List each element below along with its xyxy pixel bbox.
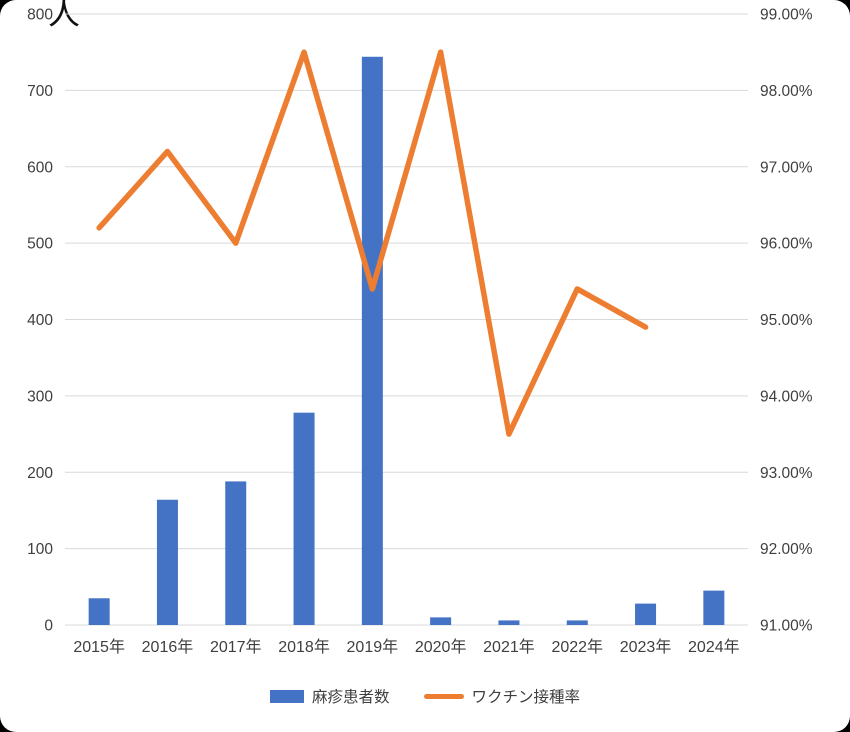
x-axis-label: 2015年 (73, 638, 125, 656)
right-axis-tick-label: 94.00% (760, 388, 813, 405)
legend-item-patients: 麻疹患者数 (269, 685, 390, 707)
right-axis-tick-label: 92.00% (760, 541, 813, 558)
bar-patients (156, 499, 178, 625)
right-axis-tick-label: 98.00% (760, 83, 813, 100)
bar-patients (225, 481, 247, 625)
legend-label-vaccination-rate: ワクチン接種率 (471, 689, 581, 706)
x-axis-label: 2018年 (278, 638, 330, 656)
x-axis-label: 2023年 (620, 638, 672, 656)
left-axis-tick-label: 800 (27, 7, 53, 24)
bar-patients (635, 603, 657, 625)
x-axis-label: 2019年 (347, 638, 399, 656)
left-axis-tick-label: 700 (27, 83, 53, 100)
x-axis-label: 2017年 (210, 638, 262, 656)
left-axis-tick-label: 600 (27, 159, 53, 176)
x-axis-label: 2021年 (483, 638, 535, 656)
left-axis-tick-label: 200 (27, 465, 53, 482)
left-axis-tick-label: 500 (27, 236, 53, 253)
left-axis-tick-label: 0 (44, 618, 53, 635)
right-axis-tick-label: 91.00% (760, 618, 813, 635)
bar-patients (361, 56, 383, 625)
left-axis-tick-label: 300 (27, 388, 53, 405)
left-axis-tick-label: 400 (27, 312, 53, 329)
bar-patients (703, 590, 725, 625)
right-axis-tick-label: 97.00% (760, 159, 813, 176)
x-axis-label: 2016年 (142, 638, 194, 656)
right-axis-tick-label: 95.00% (760, 312, 813, 329)
right-axis-tick-label: 99.00% (760, 7, 813, 24)
bar-patients (88, 598, 110, 625)
bar-patients (430, 617, 452, 625)
x-axis-label: 2022年 (551, 638, 603, 656)
bar-patients (498, 620, 520, 625)
combo-chart: 人 800 700 600 500 400 300 200 100 0 99.00% 98.00% 9… (27, 0, 813, 656)
x-axis-label: 2024年 (688, 638, 740, 656)
right-axis-tick-label: 93.00% (760, 465, 813, 482)
bar-series-swatch-icon (269, 689, 304, 703)
left-axis-unit-label: 人 (48, 0, 80, 31)
right-axis-tick-label: 96.00% (760, 236, 813, 253)
chart-legend: 麻疹患者数 ワクチン接種率 (0, 664, 850, 728)
legend-item-vaccination-rate: ワクチン接種率 (423, 685, 581, 707)
x-axis-label: 2020年 (415, 638, 467, 656)
bar-patients (293, 412, 315, 625)
bar-patients (566, 620, 588, 625)
line-vaccination-rate (96, 49, 649, 437)
line-series-swatch-icon (423, 693, 464, 699)
left-axis-tick-label: 100 (27, 541, 53, 558)
legend-label-patients: 麻疹患者数 (311, 689, 390, 706)
